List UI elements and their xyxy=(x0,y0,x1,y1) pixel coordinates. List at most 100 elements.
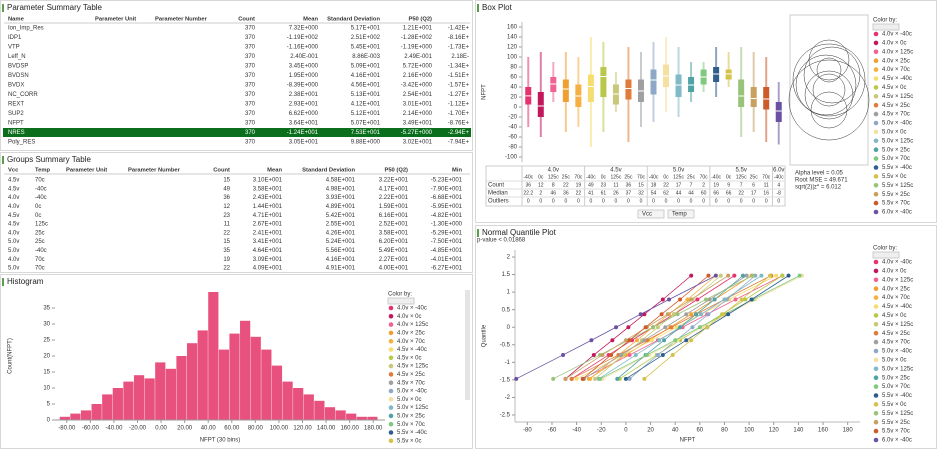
x-tick-label: -80.00 xyxy=(58,426,76,432)
quantile-point xyxy=(697,325,702,330)
table-cell: 3.01E+001 xyxy=(403,102,433,108)
table-cell: 4.64E+001 xyxy=(253,248,283,254)
table-cell: 22 xyxy=(663,182,669,188)
legend-swatch xyxy=(873,330,879,336)
temp-label: -40c xyxy=(523,174,533,180)
y-tick-label: 100 xyxy=(507,55,518,61)
legend-swatch xyxy=(388,363,394,369)
column-header: Count xyxy=(238,17,255,23)
legend-label: 5.5v × 125c xyxy=(882,411,913,417)
table-cell: 15 xyxy=(638,182,644,188)
table-cell: 19 xyxy=(223,257,230,263)
y-tick-label: 80 xyxy=(510,65,517,71)
legend-label: 5.0v × 70c xyxy=(882,384,910,390)
temp-label: 0c xyxy=(726,174,732,180)
histogram-bar xyxy=(250,336,261,420)
quantile-point xyxy=(733,297,738,302)
quantile-point xyxy=(705,325,710,330)
table-cell: 0 xyxy=(615,198,618,204)
table-cell: BVDSN xyxy=(8,73,29,79)
table-cell: 5.49E+001 xyxy=(379,248,409,254)
panel-marker xyxy=(2,156,4,164)
column-header: Vcc xyxy=(8,168,19,174)
legend-label: 5.5v × 25c xyxy=(882,192,910,198)
quantile-point xyxy=(660,352,665,357)
x-tick-label: 40.00 xyxy=(201,426,217,432)
panel-marker xyxy=(477,4,479,12)
axis-control[interactable] xyxy=(667,209,695,219)
y-tick-label: 0 xyxy=(507,325,511,331)
quantile-point xyxy=(678,325,683,330)
table-cell: 370 xyxy=(245,140,256,146)
histogram-bar xyxy=(197,330,208,420)
quantile-point xyxy=(665,312,670,317)
legend-swatch xyxy=(388,405,394,410)
color-dropdown[interactable] xyxy=(872,23,900,31)
table-cell: 23 xyxy=(601,182,607,188)
table-cell: 2 xyxy=(539,190,542,196)
circle xyxy=(788,59,870,141)
y-tick-label: 40 xyxy=(510,85,517,91)
legend-swatch xyxy=(388,322,394,327)
table-cell: 46 xyxy=(551,190,557,196)
quantile-point xyxy=(660,297,665,302)
legend-label: 6.0v × -40c xyxy=(882,438,912,444)
selected-row[interactable] xyxy=(3,128,471,137)
table-cell: 7.32E+000 xyxy=(289,26,319,32)
histogram-bar xyxy=(123,381,134,420)
box xyxy=(750,87,757,107)
legend-label: 4.5v × 25c xyxy=(882,331,910,337)
y-tick-label: -2 xyxy=(505,395,511,401)
quantile-point xyxy=(551,376,556,381)
legend-swatch xyxy=(873,304,879,309)
quantile-point xyxy=(623,338,628,343)
y-tick-label: -40 xyxy=(508,125,517,131)
temp-label: -40c xyxy=(586,174,596,180)
x-tick-label: 20 xyxy=(647,428,654,434)
color-dropdown[interactable] xyxy=(872,251,900,259)
x-tick-label: -40.00 xyxy=(105,426,123,432)
y-tick-label: 2 xyxy=(507,255,511,261)
column-header: P50 (Q2) xyxy=(408,17,432,23)
x-tick-label: 120 xyxy=(769,428,780,434)
color-by-label: Color by: xyxy=(873,246,897,252)
quantile-point xyxy=(580,376,585,381)
quantile-point xyxy=(670,352,675,357)
table-cell: 370 xyxy=(245,102,256,108)
legend-swatch xyxy=(388,305,394,311)
histogram-bar xyxy=(70,413,81,420)
scrollbar[interactable] xyxy=(465,290,470,400)
table-cell: 0 xyxy=(627,198,630,204)
y-tick-label: 25 xyxy=(43,338,50,344)
table-cell: -8.16E+ xyxy=(448,35,470,41)
legend-swatch xyxy=(388,388,394,394)
histogram-bar xyxy=(271,365,283,420)
column-header: Standard Deviation xyxy=(302,168,355,174)
table-cell: 1.59E+001 xyxy=(379,204,409,210)
table-cell: 4.91E+001 xyxy=(326,266,356,272)
legend-swatch xyxy=(873,129,879,135)
legend-swatch xyxy=(873,322,879,327)
circle xyxy=(816,57,842,83)
table-cell: 0 xyxy=(577,198,580,204)
legend-label: 4.0v × 0c xyxy=(882,268,907,274)
legend-label: 4.0v × -40c xyxy=(882,260,912,266)
histogram-bar xyxy=(176,356,187,420)
box xyxy=(600,67,607,97)
table-cell: NFPT xyxy=(8,121,24,127)
legend-swatch xyxy=(388,430,394,435)
table-cell: 18 xyxy=(651,182,657,188)
quantile-point xyxy=(561,352,566,357)
panel-title: Parameter Summary Table xyxy=(7,3,103,12)
legend-label: 4.0v × 70c xyxy=(882,67,910,73)
legend-label: 4.0v × 125c xyxy=(882,49,913,55)
color-dropdown[interactable] xyxy=(387,297,415,305)
legend-label: 4.5v × 125c xyxy=(397,364,428,370)
axis-control[interactable] xyxy=(637,209,665,219)
table-cell: 370 xyxy=(245,45,256,51)
column-header: Mean xyxy=(303,17,318,23)
table-cell: 5.17E+001 xyxy=(351,26,381,32)
table-cell: -7.94E+ xyxy=(448,140,470,146)
histogram-bar xyxy=(303,394,314,420)
box xyxy=(562,79,569,102)
